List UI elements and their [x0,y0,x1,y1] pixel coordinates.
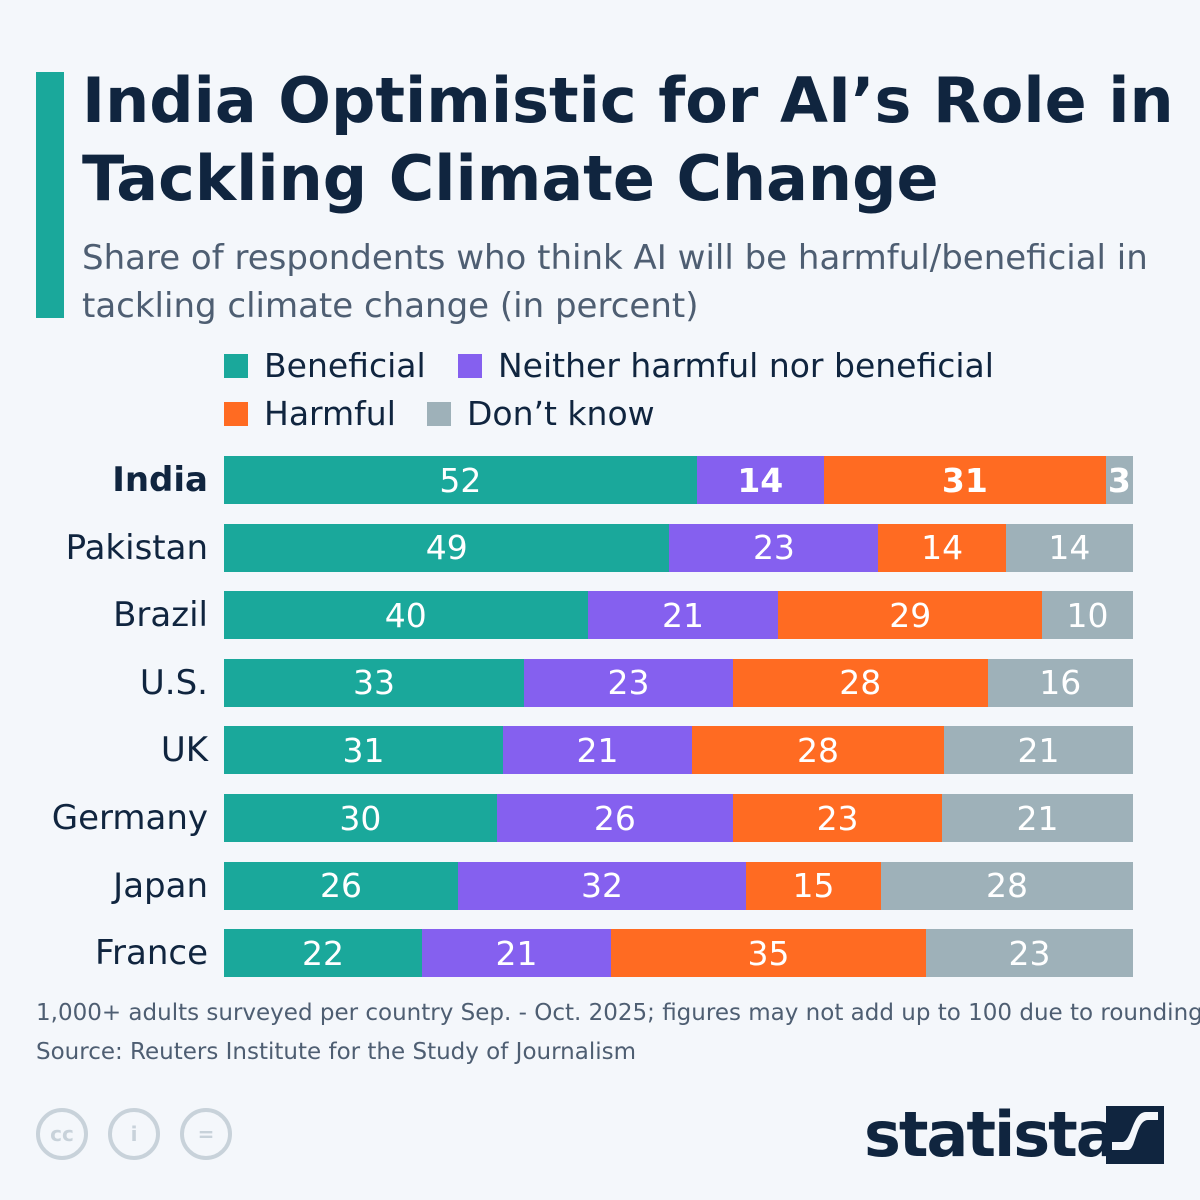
bar-segment: 28 [733,658,988,707]
legend-swatch [224,401,248,426]
no-derivatives-icon: = [180,1108,232,1160]
legend-item-dont-know: Don’t know [427,394,655,433]
data-label: 21 [495,933,538,973]
category-label: Japan [113,865,208,906]
bar-segment: 31 [224,726,503,775]
category-label: France [94,933,208,974]
bar-segment: 26 [224,861,458,910]
legend-swatch [224,353,248,378]
legend-label: Harmful [264,394,396,433]
data-label: 23 [816,798,859,838]
bar-segment: 15 [746,861,881,910]
bar-segment: 14 [696,456,824,504]
data-label: 16 [1039,663,1082,703]
data-label: 21 [662,595,705,635]
chart-subtitle: Share of respondents who think AI will b… [82,238,1148,326]
data-label: 30 [339,798,382,838]
data-label: 28 [839,663,882,703]
category-label: UK [160,730,208,771]
bar-segment: 10 [1042,591,1133,640]
data-label: 21 [576,730,619,770]
attribution-icon: i [108,1108,160,1160]
bar-segment: 26 [496,794,734,842]
statista-logo: statista [864,1098,1118,1171]
bar-segment: 21 [942,794,1133,842]
bar-segment: 16 [987,658,1133,707]
data-label: 28 [986,866,1028,906]
statista-logo-mark-icon [1106,1106,1164,1164]
bar-segment: 3 [1105,456,1133,504]
category-label: Brazil [113,595,208,636]
bar-segment: 23 [669,523,879,572]
data-label: 10 [1066,595,1109,635]
data-label: 14 [921,528,964,568]
bar-segment: 28 [692,726,944,775]
legend-item-beneficial: Beneficial [224,346,426,385]
bar-segment: 30 [224,794,497,842]
data-label: 14 [737,460,784,500]
data-label: 35 [747,933,790,973]
bar-segment: 31 [823,456,1106,504]
data-label: 22 [302,933,344,973]
bar-segment: 14 [878,523,1006,572]
data-label: 23 [752,528,795,568]
category-label: India [112,460,208,500]
bar-segment: 49 [224,523,670,572]
legend-swatch [458,353,482,378]
data-label: 14 [1048,528,1091,568]
bar-segment: 33 [224,658,524,707]
chart-title: India Optimistic for AI’s Role in Tackli… [82,64,1174,215]
data-label: 33 [352,663,395,703]
source: Source: Reuters Institute for the Study … [36,1039,636,1065]
data-label: 31 [941,460,988,500]
bar-segment: 23 [523,658,734,707]
data-label: 21 [1017,730,1060,770]
footnote: 1,000+ adults surveyed per country Sep. … [36,1000,1200,1026]
accent-bar [36,72,64,318]
legend-label: Don’t know [467,394,655,433]
bar-segment: 21 [587,591,779,640]
bar-segment: 21 [422,929,611,978]
data-label: 26 [320,866,362,906]
data-label: 52 [439,460,482,500]
bar-segment: 35 [611,929,926,978]
legend-label: Neither harmful nor beneficial [498,346,994,385]
data-label: 21 [1016,798,1059,838]
data-label: 15 [792,866,835,906]
bar-segment: 21 [944,726,1133,775]
data-label: 26 [593,798,636,838]
category-label: U.S. [139,662,208,703]
data-label: 29 [889,595,932,635]
data-label: 23 [1008,933,1051,973]
data-label: 3 [1107,460,1131,500]
bar-segment: 22 [224,929,422,978]
bar-segment: 14 [1005,523,1133,572]
legend-label: Beneficial [264,346,426,385]
bar-segment: 40 [224,591,588,640]
bar-segment: 21 [503,726,692,775]
legend-item-neither: Neither harmful nor beneficial [458,346,994,385]
data-label: 40 [384,595,427,635]
bar-segment: 52 [224,456,697,504]
bar-segment: 28 [881,861,1133,910]
data-label: 31 [342,730,385,770]
bar-segment: 23 [926,929,1133,978]
bar-segment: 23 [733,794,943,842]
category-label: Germany [51,798,208,838]
data-label: 49 [425,528,468,568]
bar-segment: 29 [778,591,1043,640]
data-label: 28 [797,730,839,770]
legend-item-harmful: Harmful [224,394,396,433]
category-label: Pakistan [65,527,208,568]
legend-swatch [427,401,451,426]
bar-segment: 32 [458,861,746,910]
data-label: 32 [581,866,623,906]
data-label: 23 [607,663,650,703]
cc-icon: cc [36,1108,88,1160]
